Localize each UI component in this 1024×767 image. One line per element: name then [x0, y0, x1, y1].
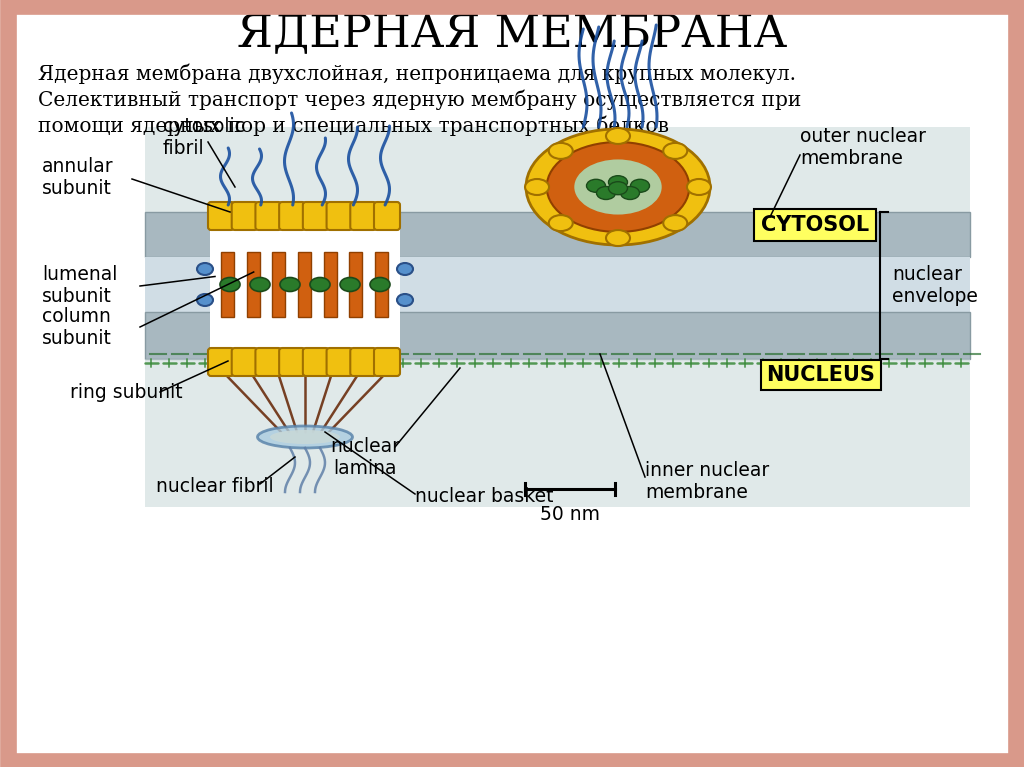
FancyBboxPatch shape — [350, 202, 376, 230]
Text: nuclear fibril: nuclear fibril — [157, 478, 273, 496]
Text: Селективный транспорт через ядерную мембрану осуществляется при: Селективный транспорт через ядерную мемб… — [38, 90, 802, 110]
FancyBboxPatch shape — [761, 360, 881, 390]
Ellipse shape — [631, 179, 649, 193]
Ellipse shape — [526, 129, 710, 245]
FancyBboxPatch shape — [231, 348, 258, 376]
Ellipse shape — [606, 128, 630, 144]
FancyBboxPatch shape — [754, 209, 876, 241]
Bar — [375, 252, 388, 317]
Polygon shape — [145, 127, 970, 212]
Text: cytosolic
fibril: cytosolic fibril — [163, 117, 245, 157]
Bar — [298, 252, 311, 317]
FancyBboxPatch shape — [280, 202, 305, 230]
Text: Ядерная мембрана двухслойная, непроницаема для крупных молекул.: Ядерная мембрана двухслойная, непроницае… — [38, 64, 796, 84]
Bar — [349, 252, 362, 317]
Ellipse shape — [250, 278, 270, 291]
Polygon shape — [145, 312, 970, 359]
Ellipse shape — [310, 278, 330, 291]
FancyBboxPatch shape — [255, 348, 282, 376]
Ellipse shape — [197, 263, 213, 275]
Ellipse shape — [606, 230, 630, 246]
Ellipse shape — [687, 179, 711, 195]
FancyBboxPatch shape — [303, 202, 329, 230]
Ellipse shape — [597, 186, 615, 199]
Text: lumenal
subunit: lumenal subunit — [42, 265, 118, 305]
Ellipse shape — [608, 182, 628, 195]
Ellipse shape — [340, 278, 360, 291]
Text: annular
subunit: annular subunit — [42, 156, 114, 197]
Ellipse shape — [220, 278, 240, 291]
Bar — [324, 252, 337, 317]
Ellipse shape — [664, 215, 687, 231]
Ellipse shape — [257, 426, 352, 448]
FancyBboxPatch shape — [303, 348, 329, 376]
Ellipse shape — [664, 143, 687, 159]
FancyBboxPatch shape — [255, 202, 282, 230]
Ellipse shape — [370, 278, 390, 291]
FancyBboxPatch shape — [327, 348, 352, 376]
Ellipse shape — [280, 278, 300, 291]
Bar — [272, 252, 286, 317]
FancyBboxPatch shape — [327, 202, 352, 230]
Text: NUCLEUS: NUCLEUS — [767, 365, 876, 385]
Text: column
subunit: column subunit — [42, 307, 112, 347]
Polygon shape — [145, 359, 970, 507]
Ellipse shape — [525, 179, 549, 195]
Ellipse shape — [574, 160, 662, 215]
Text: 50 nm: 50 nm — [540, 505, 600, 524]
Bar — [247, 252, 260, 317]
FancyBboxPatch shape — [208, 202, 234, 230]
FancyBboxPatch shape — [208, 348, 234, 376]
Text: ЯДЕРНАЯ МЕМБРАНА: ЯДЕРНАЯ МЕМБРАНА — [237, 12, 787, 55]
FancyBboxPatch shape — [231, 202, 258, 230]
FancyBboxPatch shape — [374, 348, 400, 376]
Text: inner nuclear
membrane: inner nuclear membrane — [645, 462, 769, 502]
Text: nuclear
lamina: nuclear lamina — [330, 436, 400, 478]
FancyBboxPatch shape — [350, 348, 376, 376]
Text: outer nuclear
membrane: outer nuclear membrane — [800, 127, 926, 167]
Text: nuclear basket: nuclear basket — [415, 488, 554, 506]
Polygon shape — [145, 212, 970, 257]
Text: nuclear
envelope: nuclear envelope — [892, 265, 978, 306]
Ellipse shape — [621, 186, 640, 199]
Polygon shape — [145, 257, 970, 312]
Ellipse shape — [397, 294, 413, 306]
Polygon shape — [210, 210, 400, 361]
Ellipse shape — [270, 430, 340, 444]
Ellipse shape — [397, 263, 413, 275]
Text: ring subunit: ring subunit — [70, 383, 182, 401]
Bar — [221, 252, 234, 317]
Ellipse shape — [547, 142, 689, 232]
Text: CYTOSOL: CYTOSOL — [761, 215, 869, 235]
FancyBboxPatch shape — [374, 202, 400, 230]
Ellipse shape — [549, 143, 572, 159]
Ellipse shape — [549, 215, 572, 231]
Ellipse shape — [197, 294, 213, 306]
Text: помощи ядерных пор и специальных транспортных белков: помощи ядерных пор и специальных транспо… — [38, 116, 669, 137]
FancyBboxPatch shape — [280, 348, 305, 376]
Ellipse shape — [587, 179, 605, 193]
Ellipse shape — [608, 176, 628, 189]
